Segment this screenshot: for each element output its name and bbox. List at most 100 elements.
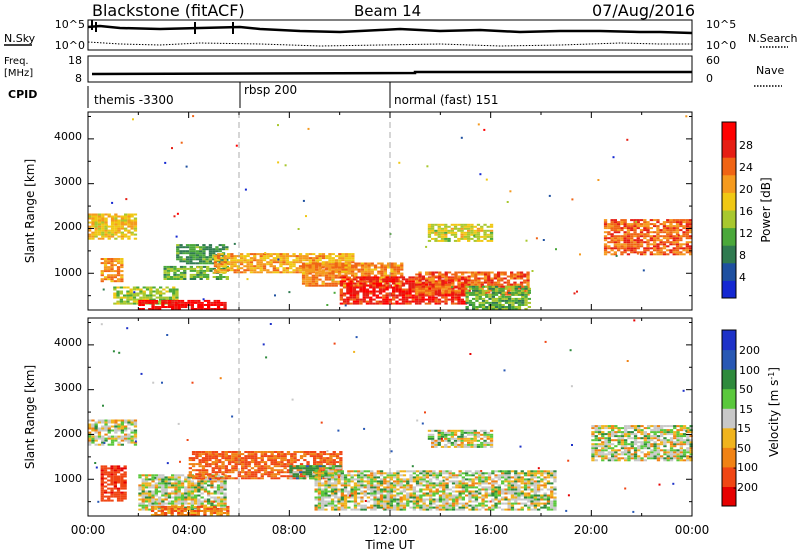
heatmap-cell xyxy=(444,275,448,278)
heatmap-cell xyxy=(385,280,389,283)
heatmap-cell xyxy=(514,306,518,308)
heatmap-speck xyxy=(685,115,688,118)
heatmap-cell xyxy=(203,500,208,503)
heatmap-cell xyxy=(415,474,420,477)
heatmap-cell xyxy=(329,455,333,458)
heatmap-cell xyxy=(399,484,403,487)
heatmap-cell xyxy=(148,308,152,310)
heatmap-cell xyxy=(636,241,640,244)
heatmap-cell xyxy=(206,276,210,278)
heatmap-cell xyxy=(327,496,331,499)
heatmap-cell xyxy=(88,437,92,440)
heatmap-cell xyxy=(120,475,124,478)
heatmap-cell xyxy=(234,461,238,464)
heatmap-cell xyxy=(230,263,234,266)
heatmap-cell xyxy=(88,215,92,218)
heatmap-cell xyxy=(418,291,422,294)
heatmap-cell xyxy=(396,498,400,501)
heatmap-cell xyxy=(183,273,187,276)
heatmap-cell xyxy=(207,490,211,493)
heatmap-cell xyxy=(201,459,206,462)
heatmap-cell xyxy=(408,288,412,291)
heatmap-cell xyxy=(669,231,673,234)
heatmap-cell xyxy=(123,300,127,303)
heatmap-cell xyxy=(187,476,191,479)
heatmap-cell xyxy=(200,502,204,505)
heatmap-cell xyxy=(226,505,230,508)
heatmap-cell xyxy=(152,294,156,297)
heatmap-cell xyxy=(454,277,458,280)
heatmap-cell xyxy=(360,264,365,267)
heatmap-cell xyxy=(504,295,509,298)
heatmap-cell xyxy=(331,272,335,275)
heatmap-cell xyxy=(151,478,155,481)
heatmap-cell xyxy=(395,286,399,289)
heatmap-cell xyxy=(164,498,168,501)
heatmap-cell xyxy=(130,429,134,432)
colorbar-swatch xyxy=(722,262,736,281)
heatmap-cell xyxy=(623,247,627,250)
heatmap-cell xyxy=(451,490,456,493)
heatmap-cell xyxy=(434,223,438,226)
heatmap-cell xyxy=(292,269,296,272)
heatmap-cell xyxy=(489,233,494,236)
heatmap-cell xyxy=(227,451,232,453)
heatmap-cell xyxy=(636,219,640,222)
heatmap-cell xyxy=(308,270,312,273)
heatmap-cell xyxy=(470,271,475,274)
heatmap-cell xyxy=(154,476,158,479)
heatmap-cell xyxy=(448,470,452,473)
heatmap-cell xyxy=(396,282,401,285)
heatmap-cell xyxy=(282,253,286,256)
heatmap-cell xyxy=(344,266,348,269)
heatmap-cell xyxy=(306,451,310,453)
heatmap-cell xyxy=(177,507,181,510)
heatmap-cell xyxy=(119,296,123,299)
heatmap-cell xyxy=(626,231,631,234)
heatmap-cell xyxy=(220,263,224,266)
heatmap-cell xyxy=(127,437,131,440)
heatmap-speck xyxy=(615,254,618,257)
heatmap-cell xyxy=(110,223,115,226)
heatmap-cell xyxy=(107,431,111,434)
heatmap-cell xyxy=(669,233,673,236)
heatmap-speck xyxy=(132,118,134,121)
heatmap-cell xyxy=(133,221,138,224)
heatmap-cell xyxy=(298,265,303,268)
heatmap-cell xyxy=(273,451,277,453)
heatmap-cell xyxy=(491,304,495,306)
heatmap-cell xyxy=(302,469,306,472)
heatmap-cell xyxy=(91,223,95,226)
heatmap-cell xyxy=(378,282,383,285)
heatmap-cell xyxy=(517,285,522,288)
heatmap-cell xyxy=(164,507,168,510)
heatmap-cell xyxy=(120,260,124,263)
heatmap-cell xyxy=(285,255,290,258)
heatmap-cell xyxy=(224,471,228,474)
heatmap-cell xyxy=(623,251,627,254)
heatmap-cell xyxy=(383,272,387,275)
heatmap-cell xyxy=(283,459,287,462)
heatmap-cell xyxy=(101,231,105,234)
heatmap-cell xyxy=(666,225,670,228)
heatmap-cell xyxy=(197,490,201,493)
heatmap-cell xyxy=(187,496,191,499)
heatmap-cell xyxy=(126,302,130,305)
heatmap-cell xyxy=(298,253,303,256)
heatmap-cell xyxy=(308,276,312,279)
heatmap-cell xyxy=(94,217,98,220)
heatmap-cell xyxy=(517,301,522,304)
heatmap-cell xyxy=(117,437,121,440)
heatmap-cell xyxy=(120,223,124,226)
heatmap-cell xyxy=(685,241,689,244)
heatmap-cell xyxy=(475,308,479,310)
heatmap-cell xyxy=(298,259,303,262)
heatmap-cell xyxy=(491,306,495,308)
heatmap-cell xyxy=(127,213,131,216)
heatmap-cell xyxy=(385,294,389,297)
heatmap-cell xyxy=(427,239,432,242)
heatmap-cell xyxy=(491,289,495,292)
heatmap-cell xyxy=(623,237,627,240)
heatmap-cell xyxy=(617,227,621,230)
heatmap-cell xyxy=(94,231,98,234)
